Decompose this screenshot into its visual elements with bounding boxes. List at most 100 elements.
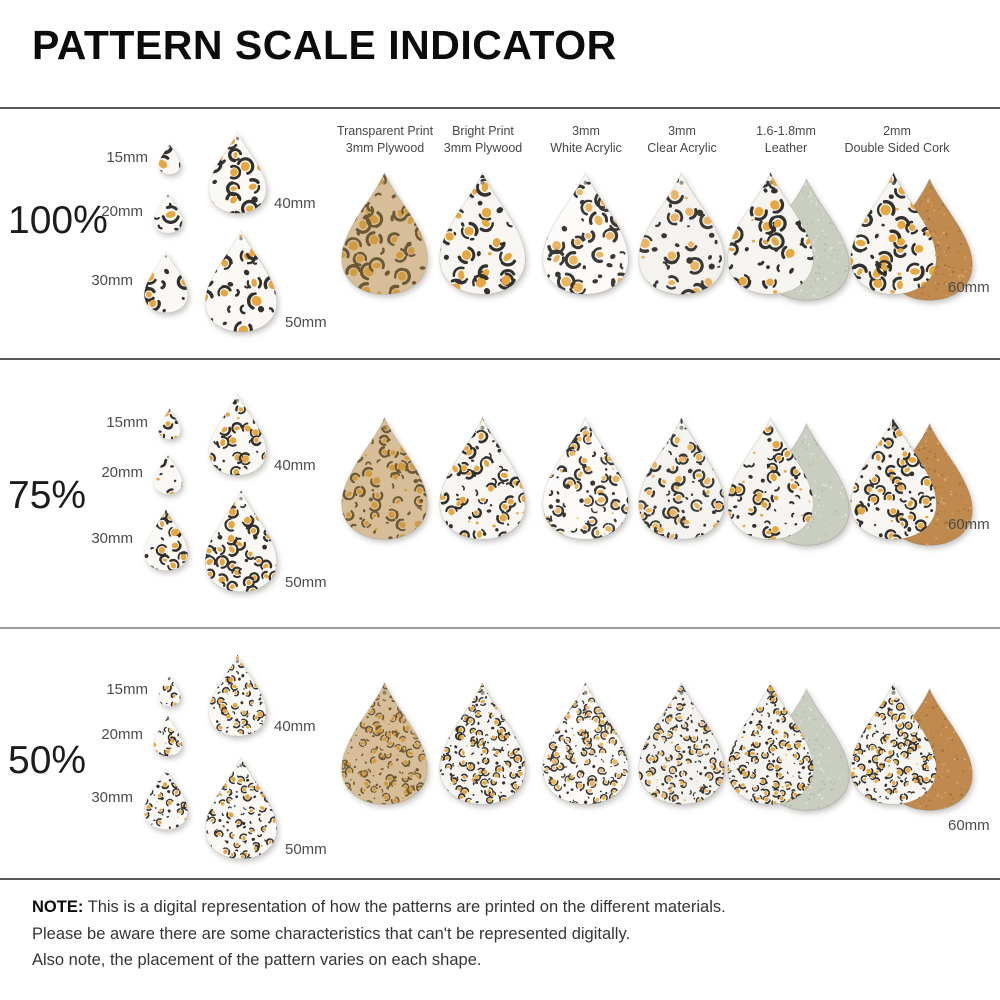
material-name-line1: Bright Print	[452, 124, 514, 138]
material-teardrop-transparent-plywood	[341, 171, 428, 295]
material-teardrop-leather	[727, 681, 850, 811]
material-name-line1: Transparent Print	[336, 124, 434, 138]
material-header-cork: 2mm Double Sided Cork	[827, 123, 967, 156]
hanging-hole	[166, 456, 170, 459]
sample-teardrop-30mm	[144, 767, 188, 830]
material-name-line1: 3mm	[572, 124, 600, 138]
divider	[0, 358, 1000, 360]
material-teardrop-cork	[850, 681, 973, 811]
hanging-hole	[168, 145, 171, 148]
sample-teardrop-20mm	[153, 715, 183, 757]
material-teardrop-clear-acrylic	[638, 681, 725, 805]
size-label-40mm: 40mm	[274, 718, 316, 735]
hanging-hole	[168, 677, 171, 680]
material-name-line1: 3mm	[668, 124, 696, 138]
hanging-hole	[679, 425, 684, 430]
material-teardrop-clear-acrylic	[638, 416, 725, 540]
sample-teardrop-50mm	[204, 229, 278, 333]
sample-teardrop-50mm	[204, 756, 278, 860]
material-teardrop-white-acrylic	[542, 171, 629, 295]
material-name-line1: 1.6-1.8mm	[756, 124, 816, 138]
sample-teardrop-30mm	[144, 508, 188, 571]
hanging-hole	[164, 513, 168, 516]
hanging-hole	[239, 763, 243, 768]
hanging-hole	[166, 718, 170, 721]
scale-row-75: 75% 15mm 20mm 30mm 40mm 50mm 60mm	[0, 358, 1000, 627]
hanging-hole	[235, 659, 240, 664]
size-label-15mm: 15mm	[106, 681, 148, 698]
sample-teardrop-40mm	[208, 131, 267, 214]
size-label-40mm: 40mm	[274, 457, 316, 474]
material-name-line2: 3mm Plywood	[345, 140, 425, 155]
material-teardrop-cork	[850, 171, 973, 301]
hanging-hole	[382, 180, 387, 185]
note-line: Please be aware there are some character…	[32, 924, 631, 943]
size-label-50mm: 50mm	[285, 574, 327, 591]
sample-teardrop-40mm	[208, 654, 267, 737]
hanging-hole	[480, 180, 485, 185]
size-label-60mm: 60mm	[948, 279, 990, 296]
note: NOTE: This is a digital representation o…	[32, 894, 726, 974]
note-line: Also note, the placement of the pattern …	[32, 951, 482, 970]
sample-teardrop-20mm	[153, 192, 183, 234]
hanging-hole	[768, 180, 773, 185]
material-teardrop-cork	[850, 416, 973, 546]
size-label-50mm: 50mm	[285, 841, 327, 858]
sample-teardrop-30mm	[144, 250, 188, 313]
size-label-60mm: 60mm	[948, 516, 990, 533]
scale-label: 100%	[8, 199, 108, 242]
hanging-hole	[679, 180, 684, 185]
sample-teardrop-20mm	[153, 453, 183, 495]
hanging-hole	[166, 195, 170, 198]
size-label-30mm: 30mm	[91, 530, 133, 547]
divider	[0, 878, 1000, 880]
material-name-line2: 3mm Plywood	[443, 140, 523, 155]
sample-teardrop-40mm	[208, 393, 267, 476]
size-label-20mm: 20mm	[101, 464, 143, 481]
material-teardrop-leather	[727, 171, 850, 301]
divider	[0, 107, 1000, 109]
size-label-20mm: 20mm	[101, 203, 143, 220]
material-teardrop-bright-plywood	[439, 171, 526, 295]
material-teardrop-white-acrylic	[542, 416, 629, 540]
note-text: This is a digital representation of how …	[87, 898, 726, 916]
material-name-line2: Double Sided Cork	[844, 140, 950, 155]
hanging-hole	[768, 690, 773, 695]
sample-teardrop-15mm	[158, 675, 181, 707]
material-teardrop-leather	[727, 416, 850, 546]
hanging-hole	[480, 425, 485, 430]
note-line: NOTE: This is a digital representation o…	[32, 894, 726, 921]
hanging-hole	[239, 496, 243, 501]
size-label-50mm: 50mm	[285, 314, 327, 331]
material-header-white-acrylic: 3mm White Acrylic	[516, 123, 656, 156]
scale-row-50: 50% 15mm 20mm 30mm 40mm 50mm 60mm	[0, 627, 1000, 878]
sample-teardrop-15mm	[158, 143, 181, 175]
size-label-15mm: 15mm	[106, 149, 148, 166]
scale-label: 50%	[8, 739, 87, 782]
hanging-hole	[891, 690, 896, 695]
material-header-bright-plywood: Bright Print 3mm Plywood	[413, 123, 553, 156]
size-label-40mm: 40mm	[274, 195, 316, 212]
sample-teardrop-50mm	[204, 489, 278, 593]
material-name-line2: Clear Acrylic	[647, 140, 717, 155]
material-teardrop-transparent-plywood	[341, 416, 428, 540]
page-title: PATTERN SCALE INDICATOR	[32, 22, 617, 68]
hanging-hole	[164, 255, 168, 258]
material-teardrop-clear-acrylic	[638, 171, 725, 295]
material-name-line1: 2mm	[883, 124, 911, 138]
scale-row-100: 100% Transparent Print 3mm Plywood Bright P…	[0, 107, 1000, 358]
material-header-clear-acrylic: 3mm Clear Acrylic	[612, 123, 752, 156]
hanging-hole	[891, 425, 896, 430]
note-label: NOTE:	[32, 898, 84, 916]
hanging-hole	[583, 425, 588, 430]
hanging-hole	[679, 690, 684, 695]
material-name-line2: White Acrylic	[550, 140, 622, 155]
hanging-hole	[583, 180, 588, 185]
hanging-hole	[239, 236, 243, 241]
hanging-hole	[583, 690, 588, 695]
hanging-hole	[382, 690, 387, 695]
material-header-transparent-plywood: Transparent Print 3mm Plywood	[315, 123, 455, 156]
size-label-30mm: 30mm	[91, 272, 133, 289]
sample-teardrop-15mm	[158, 408, 181, 440]
